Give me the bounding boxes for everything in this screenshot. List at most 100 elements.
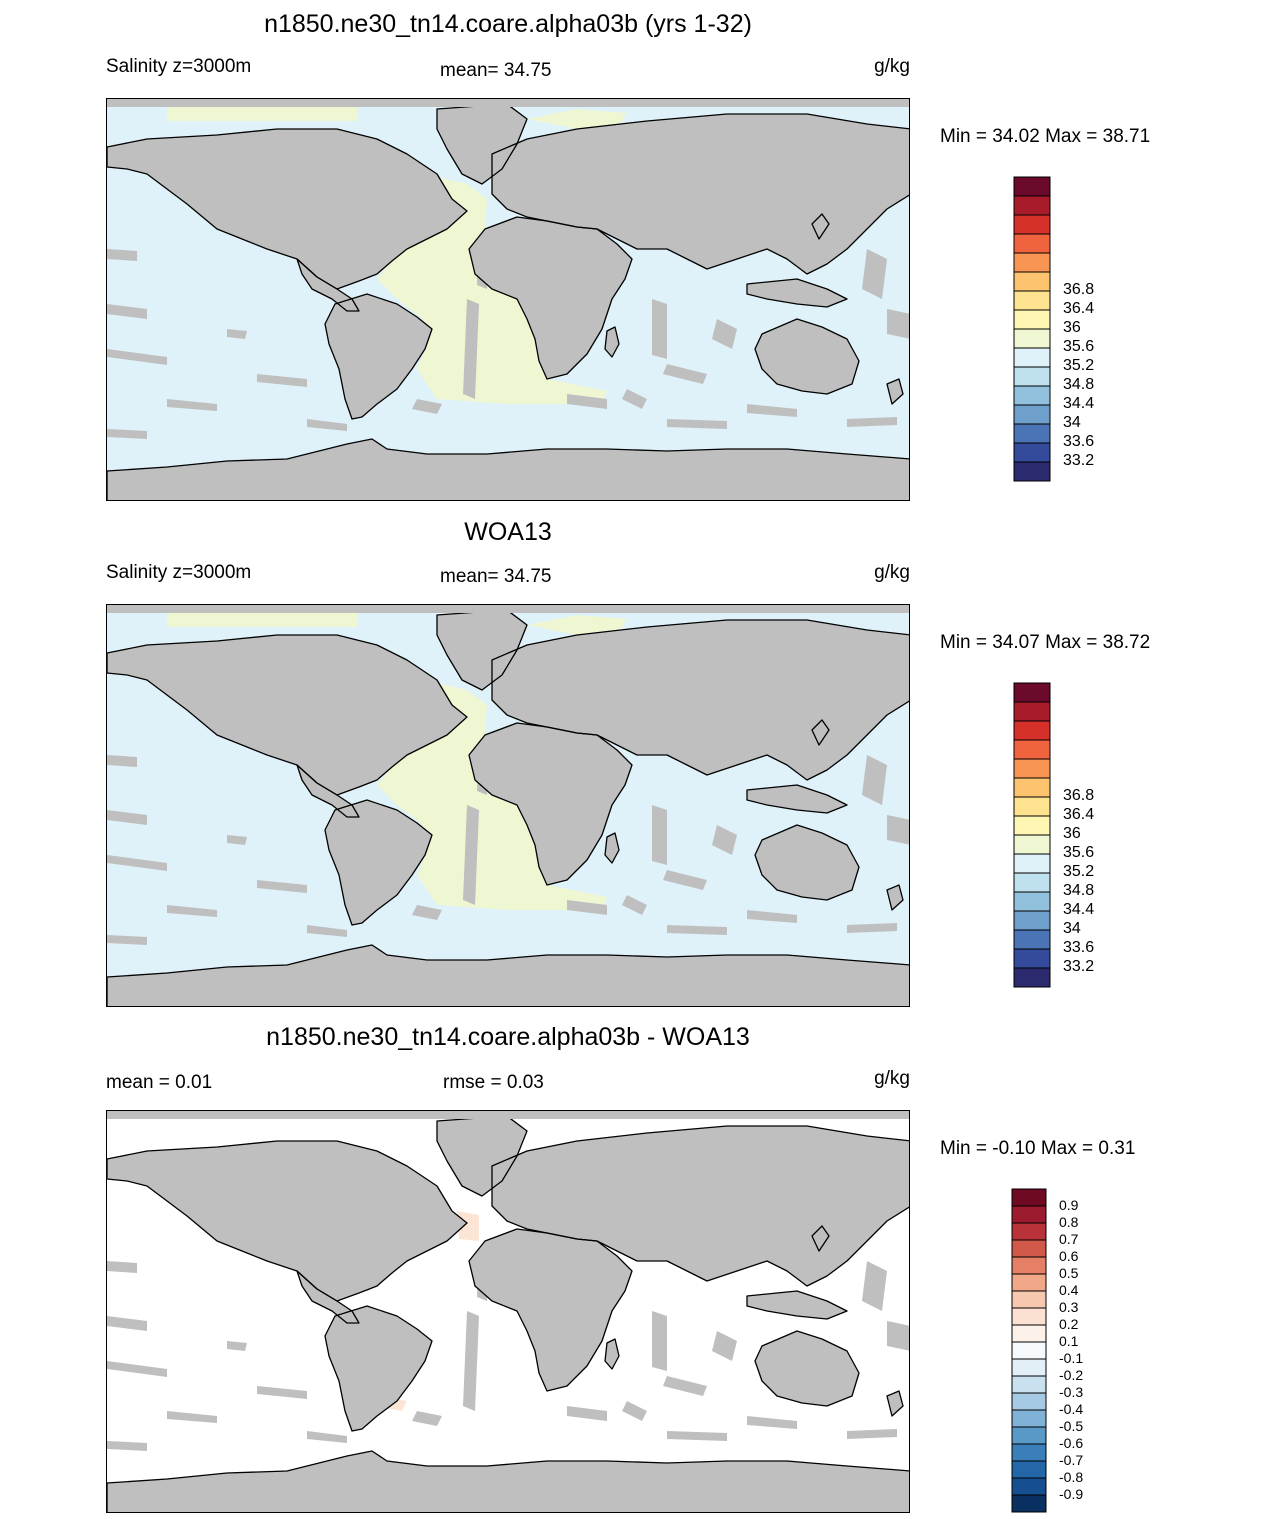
colorbar-tick-label: 34 xyxy=(1063,920,1081,937)
missing-data-patch xyxy=(463,805,479,905)
colorbar-swatch xyxy=(1011,1256,1047,1275)
missing-data-patch xyxy=(107,304,147,319)
missing-data-patch xyxy=(847,1429,897,1439)
panel-1-mean-label: mean= 34.75 xyxy=(440,60,552,81)
colorbar-tick-label: 0.1 xyxy=(1059,1333,1079,1349)
colorbar-tick-label: 35.6 xyxy=(1063,338,1095,355)
colorbar-swatch xyxy=(1013,910,1051,931)
north-america-coastline xyxy=(107,634,468,796)
colorbar-tick-label: 34.8 xyxy=(1063,882,1095,899)
missing-data-patch xyxy=(167,399,217,411)
colorbar-tick-label: 35.2 xyxy=(1063,863,1095,880)
panel-2-title: WOA13 xyxy=(464,518,552,546)
missing-data-patch xyxy=(667,1431,727,1441)
missing-data-patch xyxy=(862,1261,887,1311)
missing-data-patch xyxy=(652,299,667,359)
polar-missing-band xyxy=(107,1111,909,1119)
polar-missing-band xyxy=(107,99,909,107)
panel-2-minmax: Min = 34.07 Max = 38.72 xyxy=(940,632,1151,653)
panel-3-map xyxy=(106,1110,910,1513)
missing-data-patch xyxy=(107,855,167,871)
colorbar-swatch xyxy=(1013,233,1051,254)
missing-data-patch xyxy=(463,1311,479,1411)
colorbar-swatch xyxy=(1013,423,1051,444)
panel-1-minmax: Min = 34.02 Max = 38.71 xyxy=(940,126,1151,147)
panel-1-title: n1850.ne30_tn14.coare.alpha03b (yrs 1-32… xyxy=(264,10,752,38)
panel-3-mean-label: mean = 0.01 xyxy=(106,1072,213,1093)
colorbar-swatch xyxy=(1013,929,1051,950)
atlantic-salinity-field xyxy=(527,109,627,129)
colorbar-tick-label: -0.8 xyxy=(1059,1469,1084,1485)
colorbar-tick-label: 33.2 xyxy=(1063,958,1095,975)
colorbar-swatch xyxy=(1013,853,1051,874)
australia-fill xyxy=(755,1331,859,1406)
colorbar-swatch xyxy=(1011,1477,1047,1496)
colorbar-tick-label: 33.6 xyxy=(1063,939,1095,956)
panel-3-title: n1850.ne30_tn14.coare.alpha03b - WOA13 xyxy=(266,1023,750,1051)
colorbar-tick-label: 33.2 xyxy=(1063,452,1095,469)
colorbar-tick-label: 36.8 xyxy=(1063,787,1095,804)
colorbar-swatch xyxy=(1011,1409,1047,1428)
colorbar-tick-label: 0.7 xyxy=(1059,1231,1079,1247)
colorbar-tick-label: 0.6 xyxy=(1059,1248,1079,1264)
colorbar-tick-label: 36.8 xyxy=(1063,281,1095,298)
colorbar-swatch xyxy=(1013,385,1051,406)
missing-data-patch xyxy=(667,419,727,429)
eurasia-fill xyxy=(492,114,909,274)
missing-data-patch xyxy=(663,364,707,384)
panel-2-colorbar: 33.2 33.6 34 34.4 34.8 35.2 35.6 36 36.4 36.8 xyxy=(1013,682,1133,988)
missing-data-patch xyxy=(107,249,137,261)
colorbar-swatch xyxy=(1013,176,1051,197)
madagascar-coastline xyxy=(604,326,620,358)
madagascar-coastline xyxy=(604,1338,620,1370)
missing-data-patch xyxy=(257,374,307,387)
colorbar-tick-label: -0.5 xyxy=(1059,1418,1084,1434)
panel-1-map xyxy=(106,98,910,501)
australia-coastline xyxy=(754,1330,860,1407)
panel-2-units-label: g/kg xyxy=(874,562,910,583)
missing-data-patch xyxy=(862,249,887,299)
missing-data-patch xyxy=(412,905,442,920)
panel-1-colorbar: 33.2 33.6 34 34.4 34.8 35.2 35.6 36 36.4 36.8 xyxy=(1013,176,1133,482)
missing-data-patch xyxy=(107,349,167,365)
colorbar-tick-label: -0.7 xyxy=(1059,1452,1084,1468)
colorbar-swatch xyxy=(1011,1324,1047,1343)
missing-data-patch xyxy=(227,329,247,339)
north-america-coastline xyxy=(107,128,468,290)
south-america-coastline xyxy=(324,799,433,926)
central-america-fill xyxy=(297,259,359,311)
colorbar-tick-label: 35.6 xyxy=(1063,844,1095,861)
atlantic-salinity-field xyxy=(167,104,357,121)
missing-data-patch xyxy=(652,1311,667,1371)
colorbar-tick-label: 34 xyxy=(1063,414,1081,431)
colorbar-tick-label: 34.8 xyxy=(1063,376,1095,393)
panel-1-units-label: g/kg xyxy=(874,56,910,77)
missing-data-patch xyxy=(887,1321,909,1351)
colorbar-tick-label: 0.5 xyxy=(1059,1265,1079,1281)
polar-missing-band xyxy=(107,605,909,613)
colorbar-tick-label: 0.3 xyxy=(1059,1299,1079,1315)
colorbar-swatch xyxy=(1013,682,1051,703)
south-america-fill xyxy=(325,800,432,925)
indonesia-fill xyxy=(747,279,847,307)
australia-fill xyxy=(755,319,859,394)
colorbar-swatch xyxy=(1013,404,1051,425)
colorbar-swatch xyxy=(1011,1273,1047,1292)
colorbar-tick-label: -0.1 xyxy=(1059,1350,1084,1366)
missing-data-patch xyxy=(167,1411,217,1423)
panel-3-minmax: Min = -0.10 Max = 0.31 xyxy=(940,1138,1136,1159)
colorbar-tick-label: -0.4 xyxy=(1059,1401,1084,1417)
colorbar-swatch xyxy=(1013,328,1051,349)
colorbar-swatch xyxy=(1013,872,1051,893)
colorbar-tick-label: 36 xyxy=(1063,319,1081,336)
missing-data-patch xyxy=(747,404,797,417)
africa-coastline xyxy=(468,722,633,886)
colorbar-swatch xyxy=(1013,290,1051,311)
north-america-fill xyxy=(107,129,467,289)
colorbar-swatch xyxy=(1013,739,1051,760)
colorbar-swatch xyxy=(1011,1460,1047,1479)
missing-data-patch xyxy=(747,1416,797,1429)
africa-fill xyxy=(469,1229,632,1391)
central-america-fill xyxy=(297,765,359,817)
colorbar-tick-label: 33.6 xyxy=(1063,433,1095,450)
